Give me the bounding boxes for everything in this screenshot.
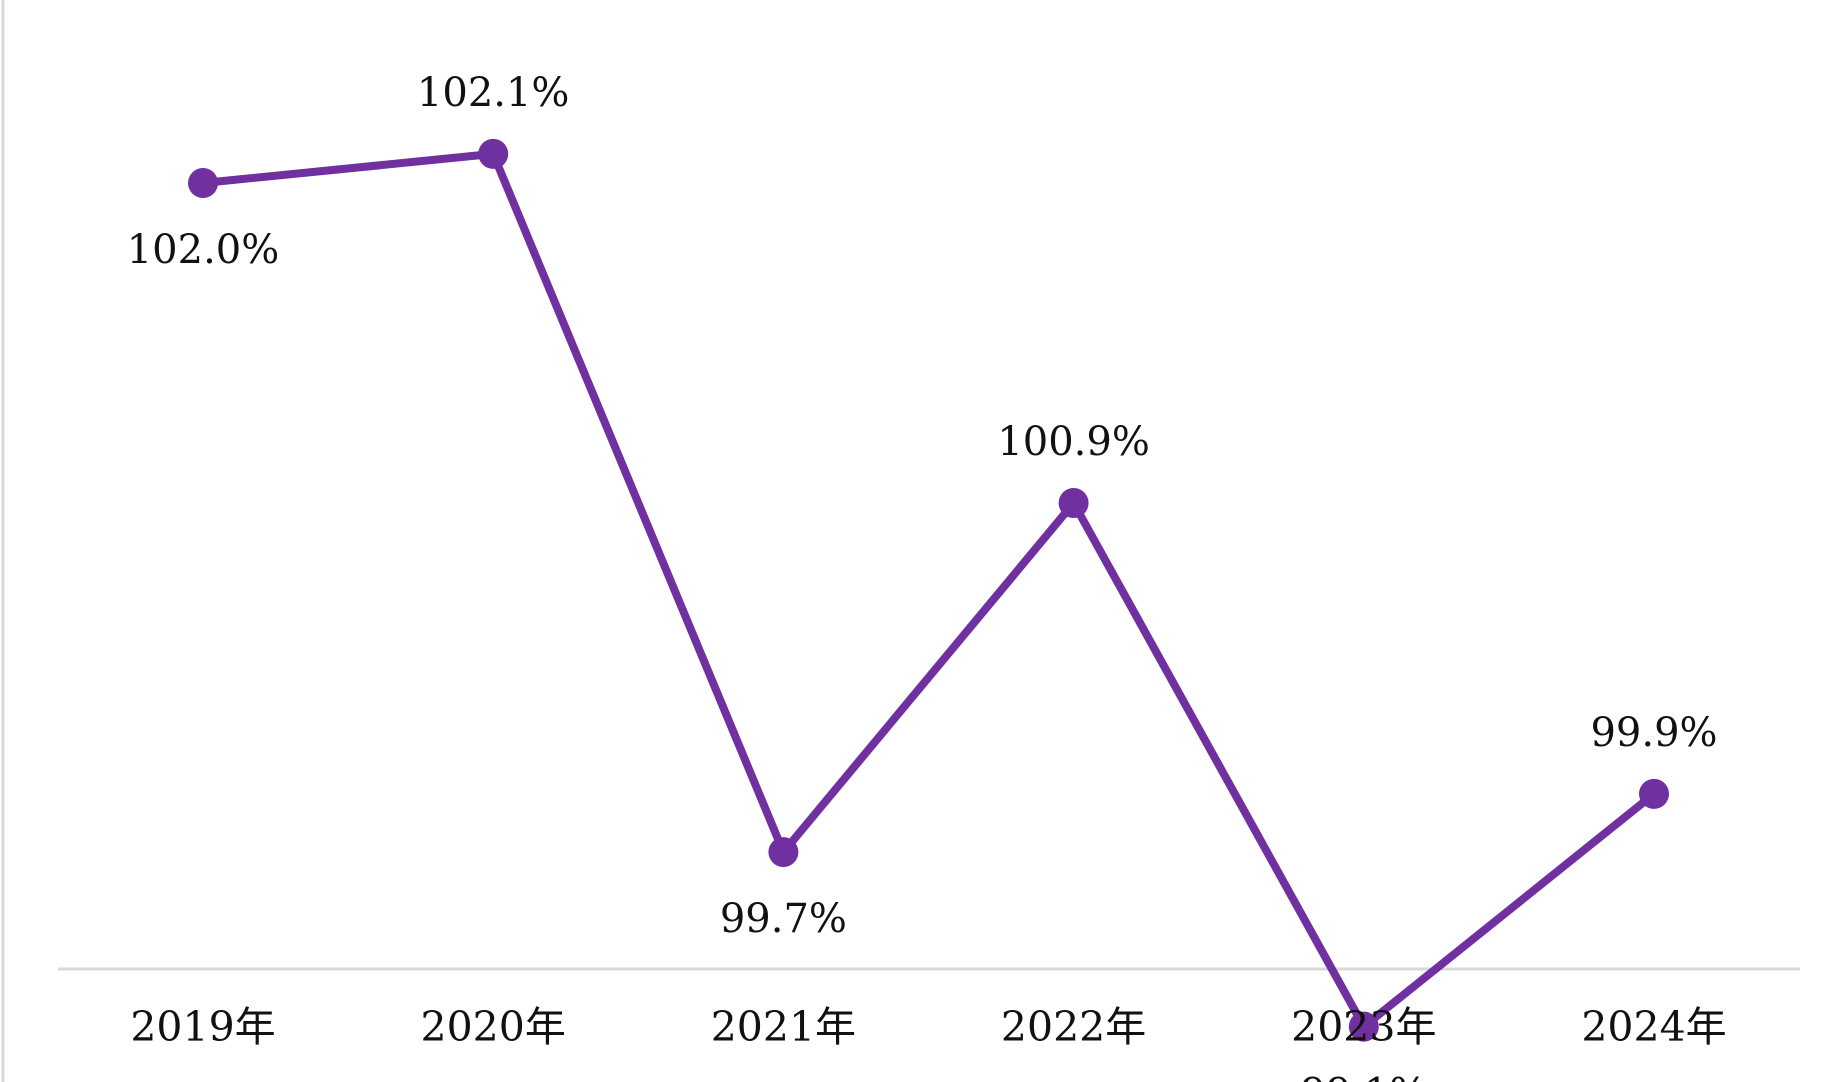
data-labels: 102.0% 102.1% 99.7% 100.9% 99.1% 99.9% xyxy=(127,70,1718,1082)
data-label: 100.9% xyxy=(997,419,1150,465)
x-tick-label: 2024年 xyxy=(1581,1003,1726,1051)
data-label: 102.0% xyxy=(127,227,280,273)
x-tick-label: 2021年 xyxy=(711,1003,856,1051)
data-point-marker xyxy=(768,837,799,868)
x-axis-ticks: 2019年 2020年 2021年 2022年 2023年 2024年 xyxy=(130,1003,1726,1051)
x-tick-label: 2022年 xyxy=(1001,1003,1146,1051)
data-label: 102.1% xyxy=(417,70,570,116)
data-point-marker xyxy=(1639,778,1669,809)
x-tick-label: 2020年 xyxy=(421,1003,566,1051)
data-label: 99.7% xyxy=(720,896,847,942)
data-label: 99.9% xyxy=(1590,710,1717,756)
x-tick-label: 2019年 xyxy=(130,1003,275,1051)
x-tick-label: 2023年 xyxy=(1291,1003,1436,1051)
data-point-marker xyxy=(478,138,509,169)
data-point-marker xyxy=(188,168,218,198)
series-layer xyxy=(188,138,1669,1042)
data-point-marker xyxy=(1348,1011,1379,1042)
data-point-marker xyxy=(1058,487,1089,518)
data-label: 99.1% xyxy=(1300,1071,1427,1082)
series-line xyxy=(199,149,1658,1031)
